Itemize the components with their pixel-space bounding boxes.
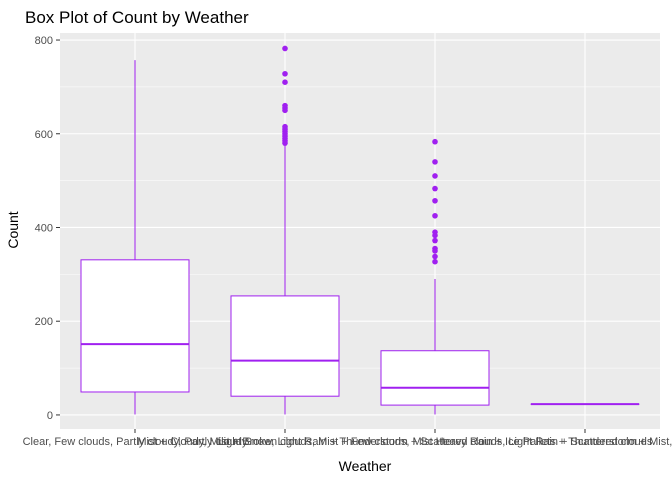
boxes xyxy=(80,45,640,415)
x-tick-label: Heavy Rain + Ice Pallets + Thunderstorm … xyxy=(436,436,672,448)
outlier-point xyxy=(282,70,288,77)
y-tick-label: 0 xyxy=(47,410,53,422)
outlier-point xyxy=(432,159,438,165)
outlier-point xyxy=(432,253,438,260)
chart-title: Box Plot of Count by Weather xyxy=(25,8,249,27)
y-tick-label: 800 xyxy=(35,35,53,47)
outlier-point xyxy=(432,197,438,204)
x-axis-ticks: Clear, Few clouds, Partly cloudy, Partly… xyxy=(23,429,672,448)
x-tick-label: Clear, Few clouds, Partly cloudy, Partly… xyxy=(23,436,248,448)
y-axis-title: Count xyxy=(5,211,21,248)
box-iqr xyxy=(380,350,490,406)
y-tick-label: 400 xyxy=(35,222,53,234)
box-iqr xyxy=(230,295,340,397)
x-tick-label: Light Snow, Light Rain + Thunderstorm + … xyxy=(218,436,653,448)
y-axis-ticks: 0 200 400 600 800 xyxy=(35,35,60,422)
outlier-point xyxy=(432,173,438,179)
outlier-point xyxy=(432,258,438,265)
y-tick-label: 600 xyxy=(35,129,53,141)
x-tick-label: Mist + Cloudy, Mist + Broken clouds, Mis… xyxy=(137,436,432,448)
outlier-point xyxy=(432,185,438,192)
outlier-point xyxy=(282,102,288,109)
outlier-point xyxy=(432,138,438,145)
x-axis-title: Weather xyxy=(339,458,392,474)
box-2 xyxy=(230,45,340,415)
box-1 xyxy=(80,60,190,415)
outlier-point xyxy=(432,229,438,235)
outlier-point xyxy=(282,123,288,130)
outlier-point xyxy=(282,79,288,86)
outlier-point xyxy=(432,212,438,219)
outlier-point xyxy=(432,245,438,252)
box-iqr xyxy=(80,259,190,393)
box-3 xyxy=(380,138,490,415)
y-tick-label: 200 xyxy=(35,316,53,328)
outlier-point xyxy=(282,45,288,52)
outlier-point xyxy=(432,237,438,244)
